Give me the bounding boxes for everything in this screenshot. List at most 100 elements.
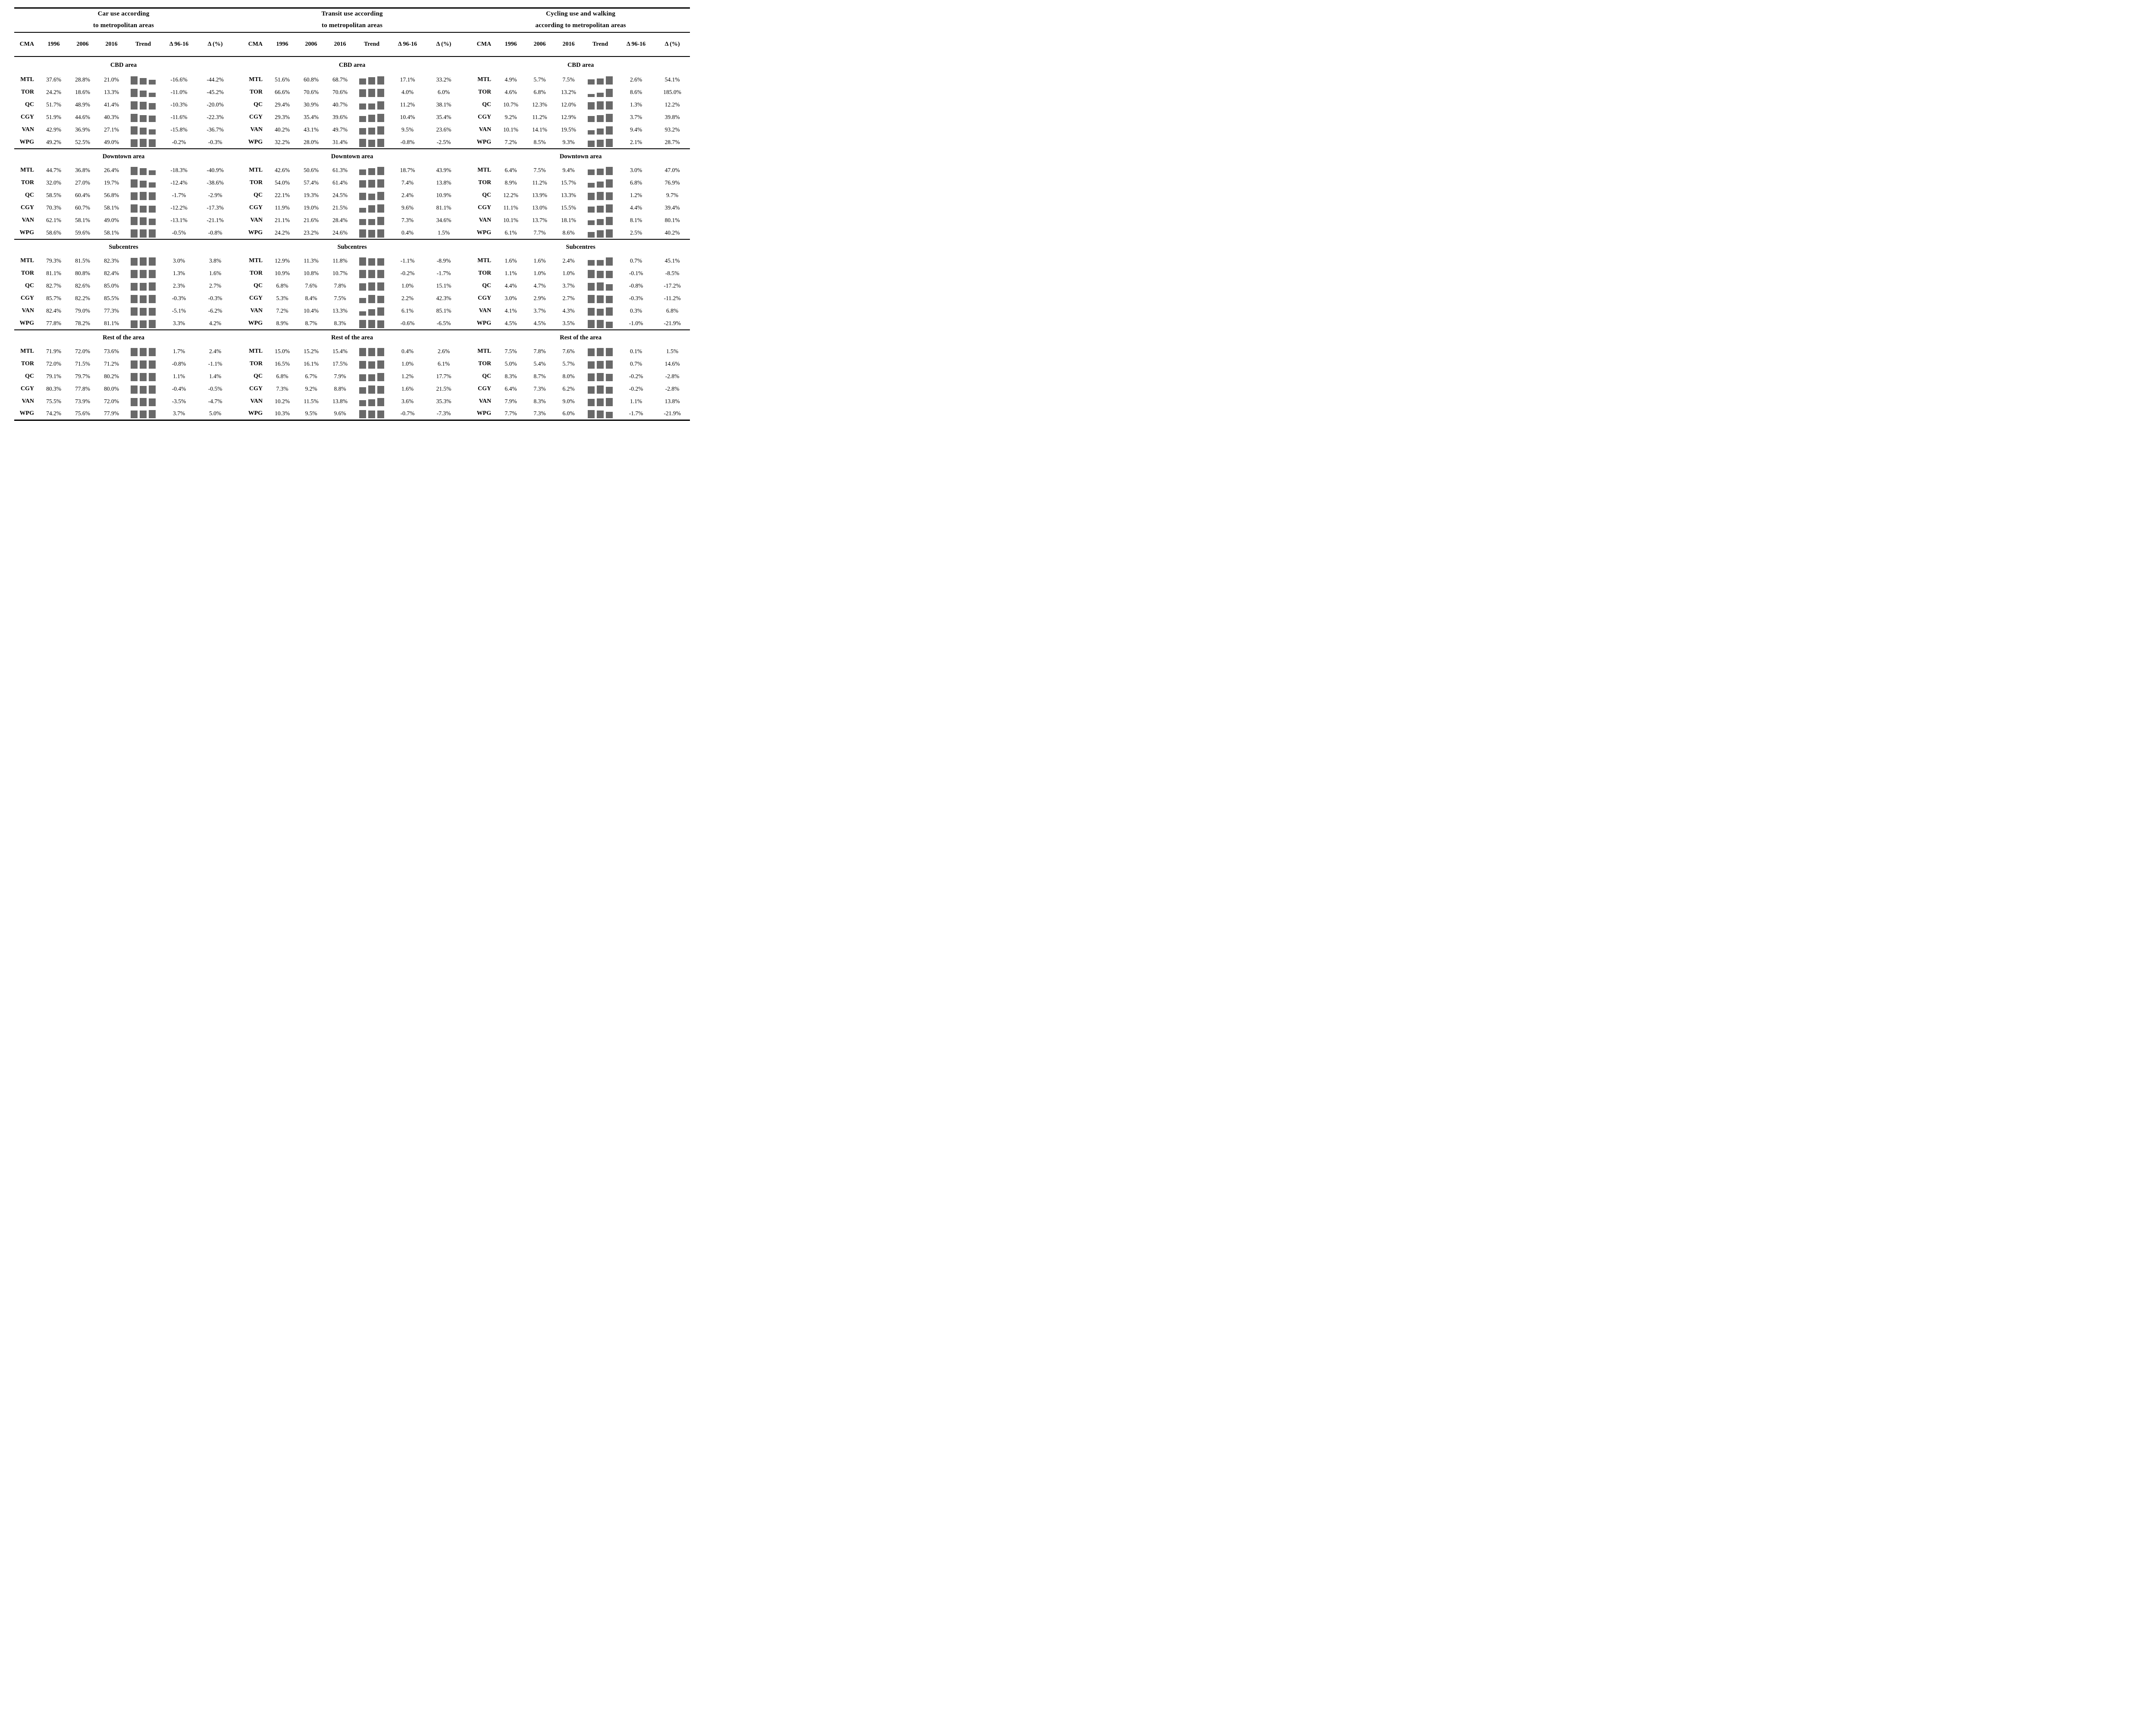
delta-pct-cell: -6.2% <box>208 307 222 314</box>
year-value-cell: 1.6% <box>505 257 517 264</box>
year-value-cell: 50.6% <box>304 167 319 173</box>
trend-bar <box>140 348 147 356</box>
trend-bar <box>606 167 613 175</box>
year-value-cell: 58.6% <box>39 226 68 240</box>
trend-sparkline <box>354 138 389 147</box>
trend-sparkline-cell <box>583 383 617 395</box>
group-spacer <box>233 32 243 57</box>
year-value-cell: 24.5% <box>332 192 348 198</box>
delta-cell: -1.0% <box>617 317 655 330</box>
cma-cell: MTL <box>20 76 34 83</box>
trend-bar <box>140 270 147 278</box>
delta-cell: -0.8% <box>389 136 426 149</box>
trend-sparkline <box>354 270 389 278</box>
trend-bar <box>359 361 367 369</box>
trend-bar <box>359 311 367 316</box>
year-value-cell: 74.2% <box>39 407 68 421</box>
cma-cell: QC <box>482 192 492 198</box>
trend-bar <box>377 296 385 303</box>
trend-sparkline <box>354 76 389 85</box>
year-value-cell: 5.7% <box>533 76 546 83</box>
trend-sparkline <box>126 217 160 225</box>
year-value-cell: 8.7% <box>533 373 546 379</box>
delta-cell: -0.5% <box>160 226 197 240</box>
data-row: VAN 42.9% 36.9% 27.1% -15.8% -36.7% VAN 40.2% 43… <box>14 124 690 136</box>
cma-cell: MTL <box>249 167 263 173</box>
trend-bar <box>149 270 156 278</box>
trend-bar <box>588 361 595 369</box>
area-name: Subcentres <box>566 243 595 251</box>
year-value-cell: 36.8% <box>75 167 90 173</box>
delta-pct-cell: -21.1% <box>207 217 224 223</box>
trend-bar <box>368 205 376 213</box>
group-spacer <box>461 202 471 214</box>
trend-sparkline <box>126 398 160 406</box>
trend-sparkline <box>126 204 160 213</box>
group-spacer <box>233 292 243 305</box>
data-row: QC 51.7% 48.9% 41.4% -10.3% -20.0% QC 29.4% 30.9… <box>14 99 690 111</box>
data-row: VAN 82.4% 79.0% 77.3% -5.1% -6.2% VAN 7.2% 10.4%… <box>14 305 690 317</box>
delta-pct-cell: 35.3% <box>436 398 451 404</box>
delta-cell: -0.2% <box>160 136 197 149</box>
area-header-row: Downtown area Downtown area Downtown area <box>14 149 690 164</box>
column-header-1996: 1996 <box>39 32 68 57</box>
trend-bar <box>149 320 156 328</box>
mode-share-table-page: Car use according Transit use according Cy… <box>0 0 700 421</box>
trend-sparkline-cell <box>583 124 617 136</box>
year-value-cell: 77.8% <box>75 385 90 392</box>
trend-sparkline-cell <box>583 255 617 267</box>
group-title: to metropolitan areas <box>243 19 462 33</box>
year-value-cell: 1.6% <box>533 257 546 264</box>
trend-bar <box>131 217 138 225</box>
group-spacer <box>233 56 243 74</box>
year-value-cell: 11.8% <box>332 257 348 264</box>
year-value-cell: 10.7% <box>503 101 519 108</box>
year-value-cell: 85.5% <box>104 295 119 301</box>
trend-bar <box>140 181 147 188</box>
delta-pct-cell: 85.1% <box>436 307 451 314</box>
delta-pct-cell: 13.8% <box>664 398 680 404</box>
trend-sparkline <box>354 320 389 328</box>
trend-bar <box>140 386 147 394</box>
column-header-1996: 1996 <box>268 32 297 57</box>
trend-bar <box>359 116 367 122</box>
year-value-cell: 2.9% <box>533 295 546 301</box>
year-value-cell: 5.0% <box>505 360 517 367</box>
column-header-delta-pct: Δ (%) <box>426 32 462 57</box>
cma-cell: WPG <box>14 317 39 330</box>
group-spacer <box>461 32 472 57</box>
delta-pct-cell: -22.3% <box>207 114 224 120</box>
group-spacer <box>233 267 243 280</box>
year-value-cell: 26.4% <box>104 167 119 173</box>
year-value-cell: 8.3% <box>533 398 546 404</box>
trend-bar <box>606 387 613 394</box>
trend-bar <box>140 78 147 85</box>
delta-pct-cell: 1.5% <box>426 226 462 240</box>
year-value-cell: 10.3% <box>268 407 297 421</box>
year-value-cell: 52.5% <box>68 136 97 149</box>
year-value-cell: 8.7% <box>297 317 326 330</box>
year-value-cell: 4.5% <box>525 317 555 330</box>
trend-bar <box>368 374 376 381</box>
cma-cell: QC <box>482 282 492 289</box>
year-value-cell: 5.4% <box>533 360 546 367</box>
delta-cell: 7.4% <box>401 179 414 186</box>
column-header-delta-pct: Δ (%) <box>655 32 690 57</box>
trend-bar <box>359 400 367 406</box>
year-value-cell: 19.5% <box>561 126 577 133</box>
delta-cell: -0.3% <box>629 295 643 301</box>
trend-sparkline-cell <box>126 136 160 149</box>
year-value-cell: 16.1% <box>304 360 319 367</box>
trend-sparkline-cell <box>126 370 160 383</box>
delta-cell: -12.2% <box>170 204 188 211</box>
year-value-cell: 28.0% <box>297 136 326 149</box>
trend-sparkline <box>126 373 160 381</box>
year-value-cell: 9.6% <box>326 407 355 421</box>
trend-bar <box>588 193 595 200</box>
trend-bar <box>131 258 138 266</box>
trend-bar <box>368 115 376 122</box>
trend-bar <box>131 126 138 135</box>
delta-cell: 0.7% <box>630 257 642 264</box>
trend-bar <box>588 130 595 135</box>
year-value-cell: 15.2% <box>304 348 319 354</box>
